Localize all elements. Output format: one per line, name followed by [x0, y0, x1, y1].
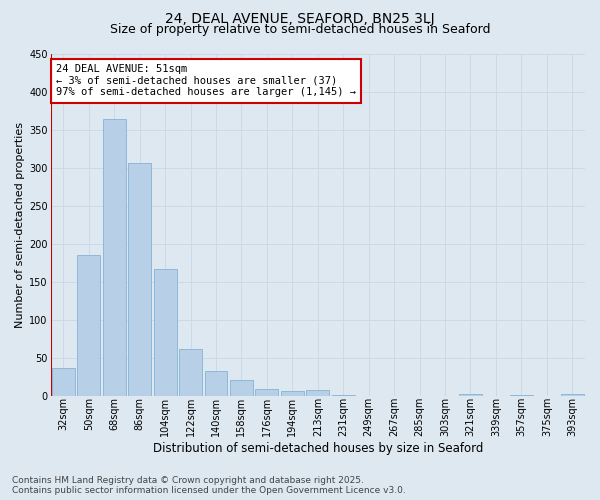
Text: 24 DEAL AVENUE: 51sqm
← 3% of semi-detached houses are smaller (37)
97% of semi-: 24 DEAL AVENUE: 51sqm ← 3% of semi-detac… — [56, 64, 356, 98]
Bar — [205, 370, 227, 396]
Bar — [510, 395, 533, 396]
Bar — [256, 389, 278, 396]
Bar — [103, 118, 125, 396]
Bar — [128, 162, 151, 396]
Text: 24, DEAL AVENUE, SEAFORD, BN25 3LJ: 24, DEAL AVENUE, SEAFORD, BN25 3LJ — [165, 12, 435, 26]
Text: Contains HM Land Registry data © Crown copyright and database right 2025.
Contai: Contains HM Land Registry data © Crown c… — [12, 476, 406, 495]
Y-axis label: Number of semi-detached properties: Number of semi-detached properties — [15, 122, 25, 328]
Bar — [77, 255, 100, 396]
Text: Size of property relative to semi-detached houses in Seaford: Size of property relative to semi-detach… — [110, 22, 490, 36]
Bar — [307, 390, 329, 396]
Bar — [52, 368, 75, 396]
Bar — [332, 395, 355, 396]
Bar — [459, 394, 482, 396]
X-axis label: Distribution of semi-detached houses by size in Seaford: Distribution of semi-detached houses by … — [152, 442, 483, 455]
Bar — [561, 394, 584, 396]
Bar — [179, 348, 202, 396]
Bar — [230, 380, 253, 396]
Bar — [154, 269, 176, 396]
Bar — [281, 391, 304, 396]
